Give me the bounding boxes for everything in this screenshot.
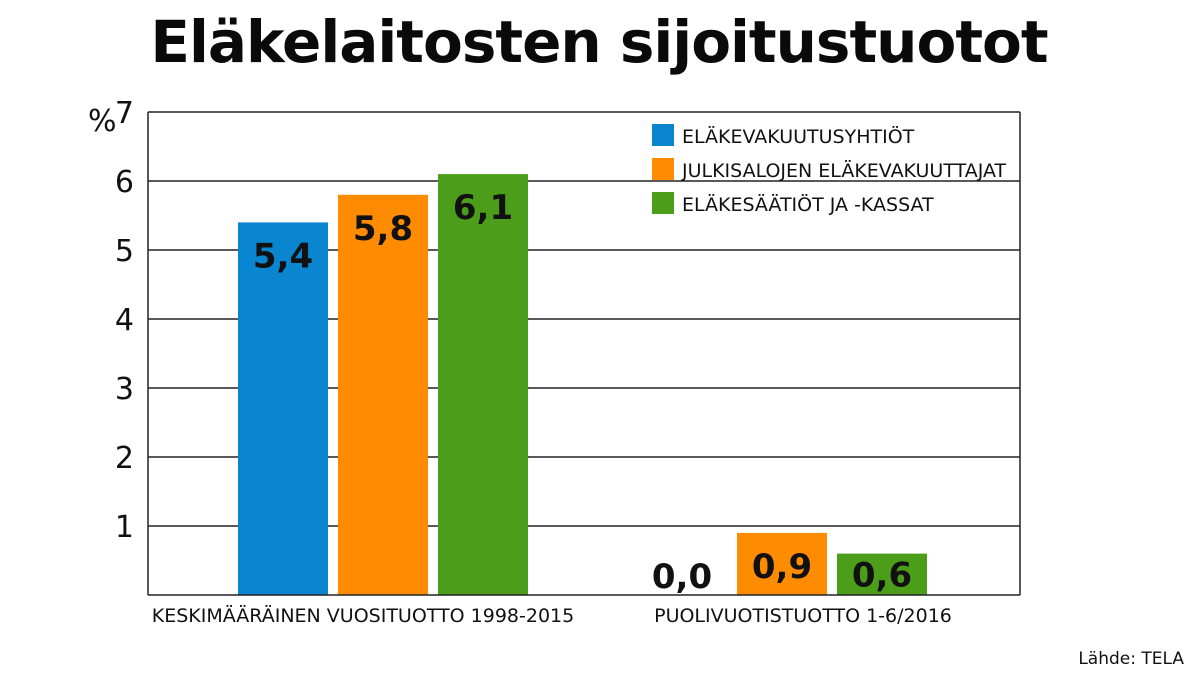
legend-swatch bbox=[652, 158, 674, 180]
data-label: 6,1 bbox=[453, 188, 513, 228]
bar bbox=[238, 222, 328, 595]
bar bbox=[438, 174, 528, 595]
legend-label: JULKISALOJEN ELÄKEVAKUUTTAJAT bbox=[681, 159, 1007, 182]
axes: 1 2 3 4 5 6 7 KESKIMÄÄRÄINEN VUOSITUOTTO 1998-2… bbox=[115, 96, 1021, 627]
data-label: 0,6 bbox=[852, 555, 912, 595]
bar bbox=[737, 532, 827, 595]
y-tick-label: 4 bbox=[115, 303, 134, 338]
legend: ELÄKEVAKUUTUSYHTIÖT JULKISALOJEN ELÄKEVAK… bbox=[652, 124, 1007, 216]
chart-title: Eläkelaitosten sijoitustuotot bbox=[150, 8, 1048, 76]
y-tick-label: 3 bbox=[115, 372, 134, 407]
x-category-label: KESKIMÄÄRÄINEN VUOSITUOTTO 1998-2015 bbox=[152, 604, 574, 627]
y-tick-label: 5 bbox=[115, 234, 134, 269]
bars bbox=[238, 174, 927, 596]
x-category-label: PUOLIVUOTISTUOTTO 1-6/2016 bbox=[654, 605, 952, 627]
data-labels: 5,4 5,8 6,1 0,0 0,9 0,6 bbox=[253, 188, 912, 597]
data-label: 0,0 bbox=[652, 557, 712, 597]
bar bbox=[837, 553, 927, 595]
legend-swatch bbox=[652, 192, 674, 214]
y-tick-label: 7 bbox=[115, 96, 134, 131]
legend-label: ELÄKESÄÄTIÖT JA -KASSAT bbox=[682, 193, 934, 216]
y-tick-label: 2 bbox=[115, 441, 134, 476]
bar bbox=[338, 194, 428, 596]
source-label: Lähde: TELA bbox=[1078, 649, 1184, 669]
data-label: 0,9 bbox=[752, 547, 812, 587]
data-label: 5,8 bbox=[353, 209, 413, 249]
legend-label: ELÄKEVAKUUTUSYHTIÖT bbox=[682, 125, 915, 148]
legend-swatch bbox=[652, 124, 674, 146]
y-tick-label: 1 bbox=[115, 510, 134, 545]
y-unit-label: % bbox=[88, 104, 117, 139]
y-tick-label: 6 bbox=[115, 165, 134, 200]
data-label: 5,4 bbox=[253, 236, 313, 276]
